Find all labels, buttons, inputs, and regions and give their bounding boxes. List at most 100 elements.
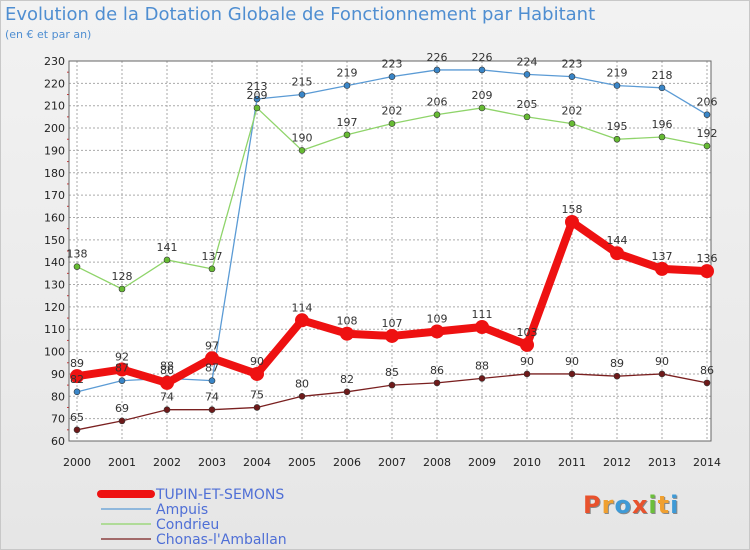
data-point bbox=[298, 91, 306, 98]
data-point bbox=[118, 285, 126, 293]
data-point bbox=[208, 265, 216, 273]
y-tick-label: 170 bbox=[44, 189, 65, 202]
data-label: 196 bbox=[652, 118, 673, 131]
data-point bbox=[163, 406, 171, 414]
x-tick-label: 2013 bbox=[648, 456, 676, 469]
data-label: 90 bbox=[565, 355, 579, 368]
data-point bbox=[298, 147, 306, 154]
data-point bbox=[478, 104, 486, 112]
chart-title: Evolution de la Dotation Globale de Fonc… bbox=[5, 4, 596, 25]
data-label: 209 bbox=[472, 89, 493, 102]
data-point bbox=[658, 370, 666, 378]
legend-label: Ampuis bbox=[156, 502, 208, 518]
logo-letter: i bbox=[648, 491, 658, 519]
x-tick-label: 2006 bbox=[333, 456, 361, 469]
data-label: 202 bbox=[562, 105, 583, 118]
data-point bbox=[343, 131, 351, 139]
y-tick-label: 90 bbox=[51, 368, 65, 381]
data-label: 86 bbox=[700, 364, 714, 377]
data-point bbox=[73, 388, 81, 396]
data-label: 137 bbox=[202, 250, 223, 263]
data-point bbox=[433, 111, 441, 118]
logo-letter: x bbox=[631, 491, 649, 519]
data-label: 223 bbox=[562, 58, 583, 71]
data-point bbox=[568, 120, 576, 127]
y-tick-label: 230 bbox=[44, 55, 65, 68]
data-label: 197 bbox=[337, 116, 358, 129]
data-point bbox=[208, 406, 216, 414]
data-point bbox=[388, 381, 396, 389]
data-label: 88 bbox=[160, 359, 174, 372]
data-label: 206 bbox=[697, 96, 718, 109]
y-tick-label: 210 bbox=[44, 100, 65, 113]
data-label: 82 bbox=[70, 373, 84, 386]
data-label: 86 bbox=[160, 364, 174, 377]
x-tick-label: 2010 bbox=[513, 456, 541, 469]
data-point bbox=[613, 82, 621, 89]
x-tick-label: 2007 bbox=[378, 456, 406, 469]
data-point bbox=[73, 426, 81, 434]
data-point bbox=[475, 320, 489, 334]
y-tick-label: 220 bbox=[44, 77, 65, 90]
x-tick-label: 2011 bbox=[558, 456, 586, 469]
data-point bbox=[523, 71, 531, 78]
y-tick-label: 200 bbox=[44, 122, 65, 135]
data-point bbox=[160, 375, 174, 390]
legend-label: Chonas-l'Amballan bbox=[156, 532, 287, 548]
data-label: 90 bbox=[655, 355, 669, 368]
x-tick-label: 2005 bbox=[288, 456, 316, 469]
data-label: 224 bbox=[517, 55, 538, 68]
data-label: 141 bbox=[157, 241, 178, 254]
data-label: 90 bbox=[520, 355, 534, 368]
data-point bbox=[610, 246, 624, 261]
data-point bbox=[478, 375, 486, 382]
data-label: 223 bbox=[382, 58, 403, 71]
data-label: 89 bbox=[610, 357, 624, 370]
data-label: 218 bbox=[652, 69, 673, 82]
data-label: 90 bbox=[250, 355, 264, 368]
proxiti-logo: Proxiti bbox=[583, 491, 679, 519]
data-point bbox=[343, 388, 351, 396]
data-label: 206 bbox=[427, 96, 448, 109]
x-tick-label: 2002 bbox=[153, 456, 181, 469]
data-point bbox=[568, 370, 576, 378]
data-point bbox=[433, 379, 441, 387]
logo-letter: i bbox=[670, 491, 680, 519]
data-label: 87 bbox=[115, 362, 129, 375]
x-tick-label: 2001 bbox=[108, 456, 136, 469]
x-tick-label: 2014 bbox=[693, 456, 721, 469]
data-label: 108 bbox=[337, 315, 358, 328]
data-label: 89 bbox=[70, 357, 84, 370]
data-label: 88 bbox=[475, 359, 489, 372]
data-point bbox=[523, 113, 531, 121]
data-label: 195 bbox=[607, 120, 628, 133]
data-label: 215 bbox=[292, 76, 313, 89]
data-label: 128 bbox=[112, 270, 133, 283]
data-label: 137 bbox=[652, 250, 673, 263]
data-label: 190 bbox=[292, 131, 313, 144]
data-label: 205 bbox=[517, 98, 538, 111]
data-label: 85 bbox=[385, 366, 399, 379]
y-tick-label: 140 bbox=[44, 256, 65, 269]
data-point bbox=[70, 369, 84, 384]
data-label: 65 bbox=[70, 411, 84, 424]
series-condrieu bbox=[73, 104, 711, 293]
data-point bbox=[250, 366, 264, 381]
x-tick-label: 2004 bbox=[243, 456, 271, 469]
data-label: 69 bbox=[115, 402, 129, 415]
data-point bbox=[658, 84, 666, 92]
y-tick-label: 110 bbox=[44, 323, 65, 336]
data-label: 158 bbox=[562, 203, 583, 216]
data-label: 209 bbox=[247, 89, 268, 102]
legend-label: Condrieu bbox=[156, 517, 219, 533]
data-point bbox=[388, 120, 396, 127]
x-tick-label: 2003 bbox=[198, 456, 226, 469]
data-point bbox=[298, 392, 306, 400]
data-point bbox=[700, 264, 714, 279]
data-point bbox=[253, 95, 261, 103]
data-point bbox=[253, 404, 261, 411]
data-label: 226 bbox=[472, 51, 493, 64]
x-tick-label: 2000 bbox=[63, 456, 91, 469]
data-point bbox=[208, 377, 216, 384]
plot-border bbox=[68, 60, 712, 442]
